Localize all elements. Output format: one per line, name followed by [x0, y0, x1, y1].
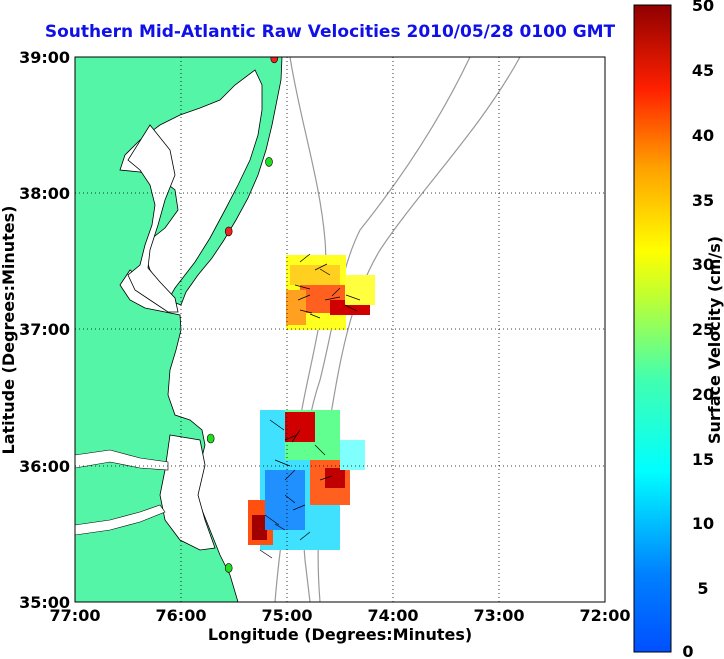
velocity-field-south	[248, 410, 365, 550]
x-axis-label: Longitude (Degrees:Minutes)	[208, 625, 472, 644]
colorbar-tick: 0	[682, 642, 693, 659]
radar-station-marker	[224, 563, 233, 573]
y-tick: 37:00	[19, 320, 70, 339]
sound-water	[159, 434, 216, 551]
velocity-vectors	[259, 253, 361, 559]
colorbar	[633, 4, 672, 653]
colorbar-ticks: 50 45 40 35 30 25 20 15 10 5 0	[682, 0, 714, 659]
grid-lines	[75, 57, 605, 602]
x-tick: 77:00	[50, 606, 101, 625]
colorbar-tick: 35	[692, 191, 714, 210]
colorbar-label: Surface Velocity (cm/s)	[705, 236, 724, 444]
river-water	[75, 449, 169, 471]
x-tick-labels: 77:00 76:00 75:00 74:00 73:00 72:00	[50, 606, 631, 625]
colorbar-tick: 5	[697, 579, 708, 598]
radar-station-marker	[206, 433, 215, 444]
colorbar-tick: 40	[692, 126, 714, 145]
radar-station-marker	[224, 226, 233, 237]
colorbar-tick: 50	[692, 0, 714, 15]
x-tick: 75:00	[262, 606, 313, 625]
y-axis-label: Latitude (Degrees:Minutes)	[0, 206, 18, 455]
y-tick: 39:00	[19, 48, 70, 67]
colorbar-tick: 25	[692, 320, 714, 339]
y-tick: 36:00	[19, 457, 70, 476]
x-tick: 74:00	[368, 606, 419, 625]
colorbar-tick: 15	[692, 450, 714, 469]
x-tick: 72:00	[580, 606, 631, 625]
bay-water	[127, 124, 179, 313]
plot-frame	[74, 56, 606, 603]
colorbar-tick: 30	[692, 255, 714, 274]
river-water-2	[75, 504, 166, 536]
y-tick: 35:00	[19, 593, 70, 612]
y-tick-labels: 39:00 38:00 37:00 36:00 35:00	[19, 48, 70, 612]
colorbar-tick: 20	[692, 385, 714, 404]
radar-station-marker	[265, 157, 273, 167]
radar-station-marker	[270, 57, 279, 64]
land-area	[75, 57, 283, 602]
colorbar-tick: 10	[692, 514, 714, 533]
x-tick: 73:00	[474, 606, 525, 625]
colorbar-tick: 45	[692, 61, 714, 80]
map-title: Southern Mid-Atlantic Raw Velocities 201…	[44, 22, 616, 42]
y-tick: 38:00	[19, 184, 70, 203]
x-tick: 76:00	[156, 606, 207, 625]
